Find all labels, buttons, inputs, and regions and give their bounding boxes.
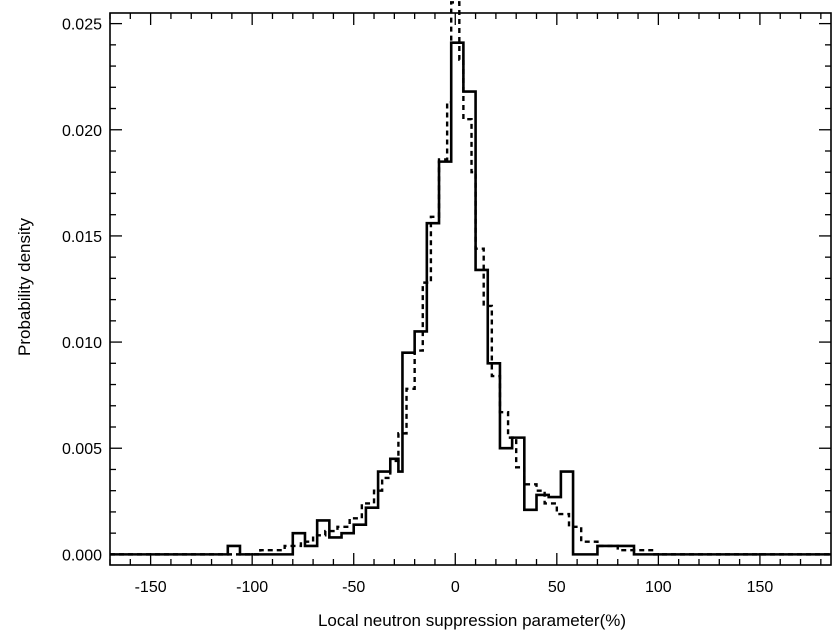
x-tick-label: 150 <box>747 579 774 596</box>
x-tick-label: -100 <box>236 579 268 596</box>
dashed-histogram-series <box>110 1 831 556</box>
y-tick-label: 0.025 <box>62 17 102 34</box>
y-tick-label: 0.015 <box>62 229 102 246</box>
x-tick-label: 50 <box>548 579 566 596</box>
x-tick-label: 100 <box>645 579 672 596</box>
x-tick-label: -50 <box>342 579 365 596</box>
solid-histogram-series <box>110 41 831 556</box>
y-axis-label: Probability density <box>15 218 34 356</box>
x-axis-label: Local neutron suppression parameter(%) <box>318 611 626 630</box>
axis-ticks-layer <box>109 13 831 565</box>
plot-frame <box>109 12 832 566</box>
y-tick-label: 0.020 <box>62 123 102 140</box>
tick-labels-layer: -150 -100 -50 0 50 100 150 0.000 0.005 0.010 0.015… <box>62 17 773 596</box>
x-tick-label: -150 <box>135 579 167 596</box>
y-tick-label: 0.010 <box>62 335 102 352</box>
y-tick-label: 0.000 <box>62 547 102 564</box>
plot-frame-layer <box>109 12 832 566</box>
y-tick-label: 0.005 <box>62 441 102 458</box>
x-tick-label: 0 <box>451 579 460 596</box>
series-layer <box>110 1 831 556</box>
